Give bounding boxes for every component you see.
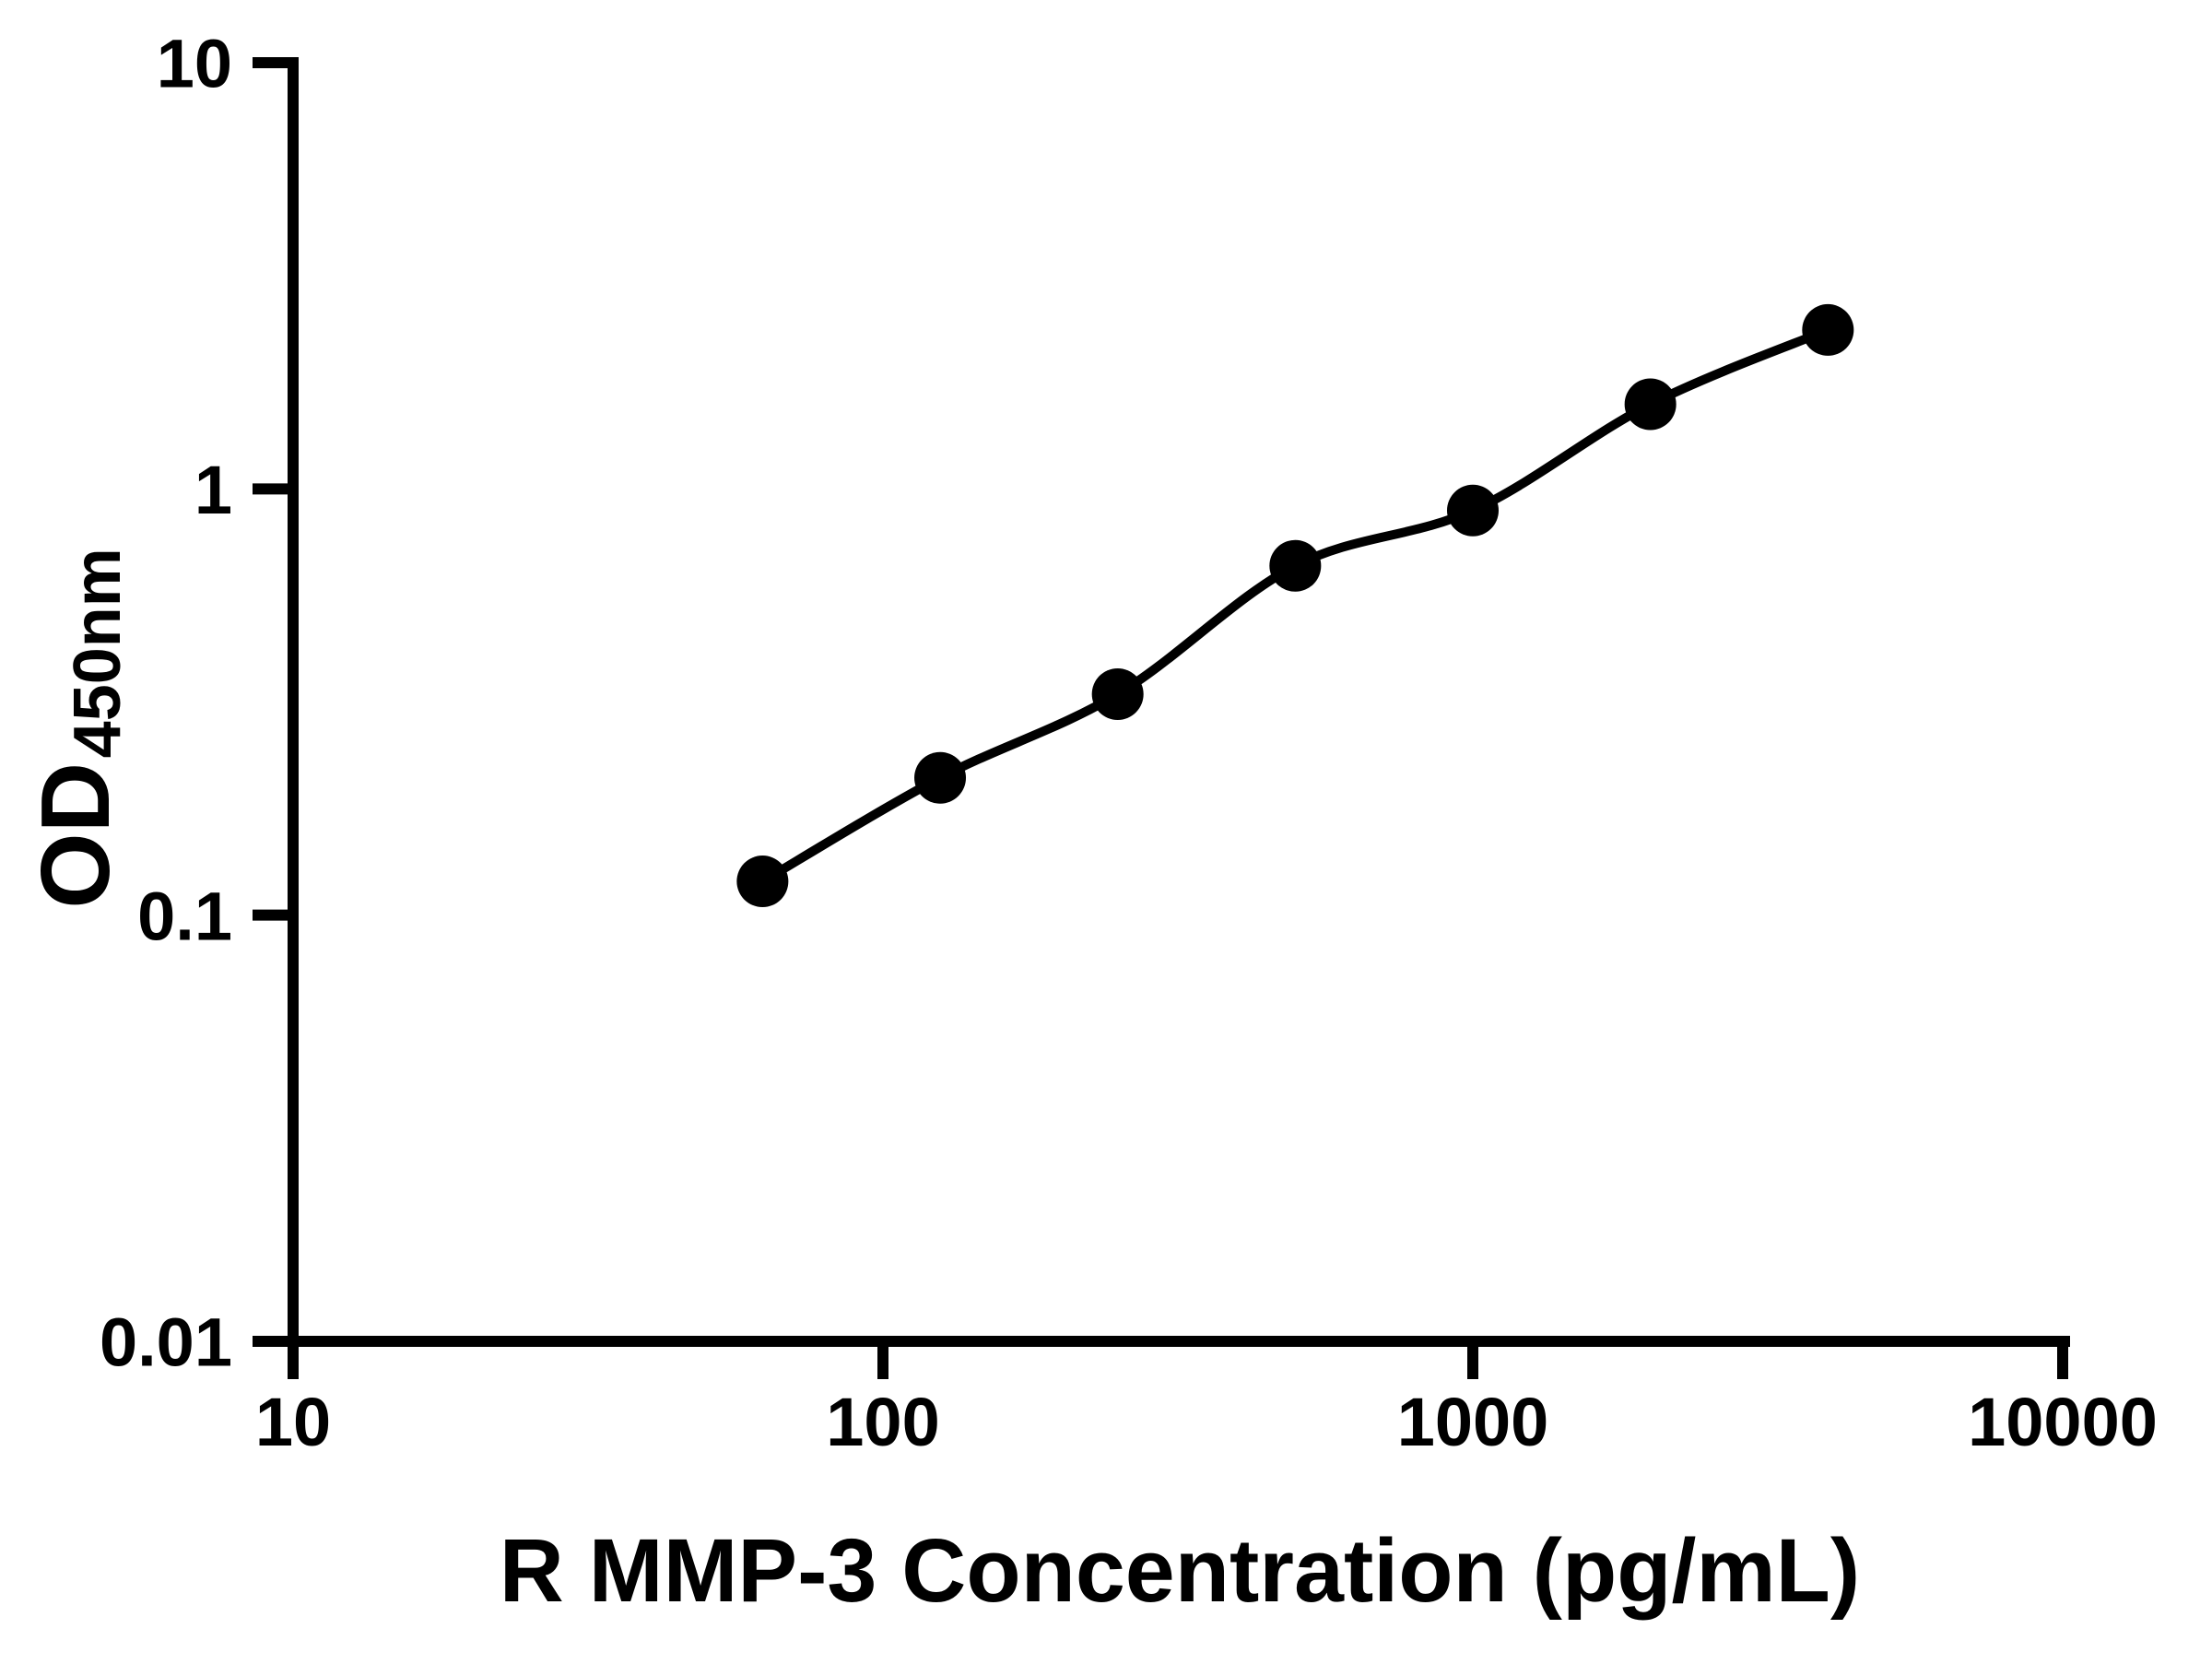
data-point [736, 856, 789, 908]
x-axis-title: R MMP-3 Concentration (pg/mL) [500, 1520, 1860, 1621]
y-axis-title: OD 450nm [21, 548, 135, 909]
y-tick-label: 0.1 [137, 878, 232, 954]
data-point [1269, 539, 1322, 592]
y-axis-title-main: OD [21, 762, 130, 909]
x-tick-label: 1000 [1397, 1384, 1549, 1460]
y-tick-label: 0.01 [100, 1304, 232, 1381]
y-axis-title-subscript: 450nm [61, 548, 135, 758]
data-point [914, 751, 967, 804]
x-axis: 10 100 1000 10000 [255, 1336, 2158, 1460]
y-tick-label: 1 [194, 452, 232, 528]
data-point [1802, 303, 1854, 356]
y-tick-label: 10 [157, 26, 232, 102]
y-axis: 10 1 0.1 0.01 [100, 26, 299, 1381]
data-point [1624, 378, 1677, 431]
x-tick-label: 100 [826, 1384, 939, 1460]
data-point [1447, 484, 1499, 537]
data-series [736, 303, 1854, 908]
x-tick-label: 10000 [1968, 1384, 2158, 1460]
x-tick-label: 10 [255, 1384, 331, 1460]
data-point [1091, 667, 1144, 720]
